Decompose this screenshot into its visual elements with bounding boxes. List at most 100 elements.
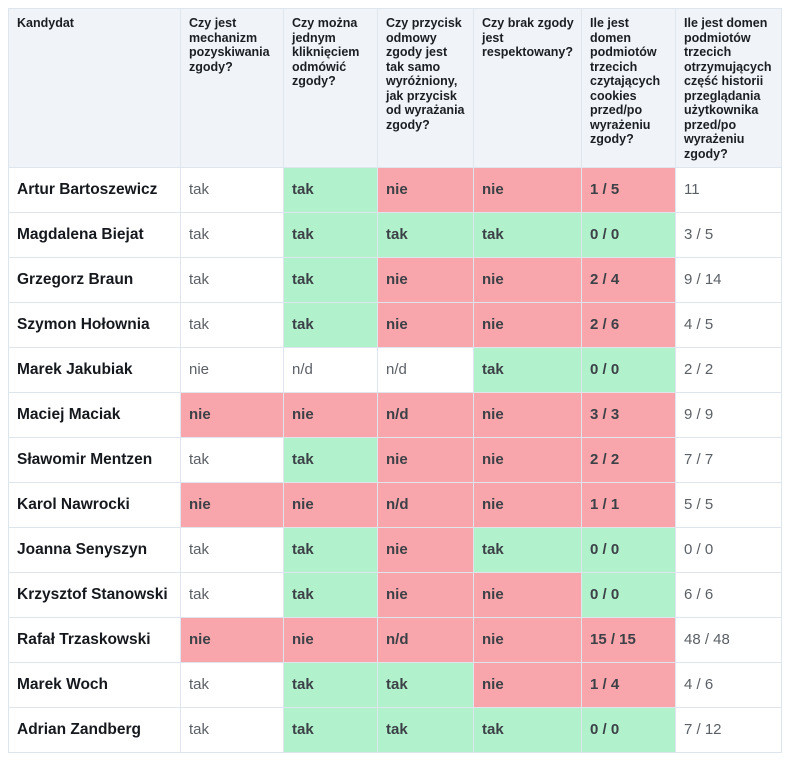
- value-cell: tak: [283, 662, 378, 708]
- value-cell: nie: [180, 617, 284, 663]
- value-cell: tak: [180, 212, 284, 258]
- value-cell: n/d: [377, 482, 474, 528]
- value-cell: tak: [283, 212, 378, 258]
- value-cell: tak: [377, 212, 474, 258]
- column-header-7: Ile jest domen podmiotów trzecich otrzym…: [675, 8, 782, 168]
- table-body: Artur Bartoszewicz tak tak nie nie 1 / 5 11 Mag…: [8, 167, 782, 753]
- value-cell: tak: [180, 257, 284, 303]
- value-cell: 4 / 6: [675, 662, 782, 708]
- value-cell: 2 / 2: [675, 347, 782, 393]
- value-cell: tak: [283, 167, 378, 213]
- value-cell: 48 / 48: [675, 617, 782, 663]
- value-cell: nie: [473, 482, 582, 528]
- value-cell: nie: [473, 302, 582, 348]
- value-cell: 4 / 5: [675, 302, 782, 348]
- value-cell: tak: [180, 437, 284, 483]
- candidate-name: Magdalena Biejat: [8, 212, 181, 258]
- column-header-5: Czy brak zgody jest respektowany?: [473, 8, 582, 168]
- value-cell: nie: [473, 572, 582, 618]
- value-cell: 11: [675, 167, 782, 213]
- value-cell: tak: [283, 302, 378, 348]
- candidate-name: Marek Jakubiak: [8, 347, 181, 393]
- header-row: Kandydat Czy jest mechanizm pozyskiwania …: [8, 8, 782, 168]
- value-cell: nie: [377, 572, 474, 618]
- value-cell: tak: [283, 707, 378, 753]
- candidate-name: Rafał Trzaskowski: [8, 617, 181, 663]
- value-cell: nie: [283, 392, 378, 438]
- value-cell: nie: [180, 347, 284, 393]
- value-cell: 5 / 5: [675, 482, 782, 528]
- candidate-name: Krzysztof Stanowski: [8, 572, 181, 618]
- value-cell: tak: [283, 527, 378, 573]
- candidate-name: Adrian Zandberg: [8, 707, 181, 753]
- value-cell: nie: [473, 167, 582, 213]
- column-header-3: Czy można jednym kliknięciem odmówić zgo…: [283, 8, 378, 168]
- value-cell: nie: [473, 392, 582, 438]
- value-cell: tak: [473, 707, 582, 753]
- value-cell: n/d: [377, 617, 474, 663]
- value-cell: 1 / 5: [581, 167, 676, 213]
- value-cell: tak: [180, 527, 284, 573]
- value-cell: 0 / 0: [581, 212, 676, 258]
- value-cell: 0 / 0: [675, 527, 782, 573]
- value-cell: n/d: [377, 392, 474, 438]
- value-cell: tak: [473, 347, 582, 393]
- value-cell: 6 / 6: [675, 572, 782, 618]
- value-cell: 0 / 0: [581, 527, 676, 573]
- table-row: Artur Bartoszewicz tak tak nie nie 1 / 5 11: [8, 167, 782, 213]
- value-cell: tak: [180, 662, 284, 708]
- candidate-name: Grzegorz Braun: [8, 257, 181, 303]
- value-cell: nie: [180, 392, 284, 438]
- value-cell: nie: [377, 302, 474, 348]
- value-cell: 2 / 2: [581, 437, 676, 483]
- value-cell: nie: [377, 257, 474, 303]
- candidate-name: Sławomir Mentzen: [8, 437, 181, 483]
- value-cell: 15 / 15: [581, 617, 676, 663]
- column-header-2: Czy jest mechanizm pozyskiwania zgody?: [180, 8, 284, 168]
- value-cell: 0 / 0: [581, 707, 676, 753]
- value-cell: nie: [283, 617, 378, 663]
- value-cell: 3 / 5: [675, 212, 782, 258]
- value-cell: nie: [473, 662, 582, 708]
- value-cell: tak: [180, 302, 284, 348]
- value-cell: tak: [473, 527, 582, 573]
- value-cell: tak: [283, 257, 378, 303]
- value-cell: 2 / 4: [581, 257, 676, 303]
- candidate-name: Maciej Maciak: [8, 392, 181, 438]
- value-cell: nie: [473, 437, 582, 483]
- value-cell: tak: [377, 707, 474, 753]
- candidate-name: Artur Bartoszewicz: [8, 167, 181, 213]
- value-cell: nie: [473, 257, 582, 303]
- consent-results-table: Kandydat Czy jest mechanizm pozyskiwania …: [8, 8, 782, 753]
- candidate-name: Joanna Senyszyn: [8, 527, 181, 573]
- candidate-name: Marek Woch: [8, 662, 181, 708]
- value-cell: 9 / 14: [675, 257, 782, 303]
- table-row: Rafał Trzaskowski nie nie n/d nie 15 / 15 48 /…: [8, 617, 782, 663]
- value-cell: n/d: [283, 347, 378, 393]
- value-cell: nie: [377, 437, 474, 483]
- value-cell: 2 / 6: [581, 302, 676, 348]
- value-cell: nie: [377, 527, 474, 573]
- value-cell: 7 / 12: [675, 707, 782, 753]
- value-cell: nie: [377, 167, 474, 213]
- value-cell: tak: [180, 572, 284, 618]
- value-cell: tak: [283, 437, 378, 483]
- value-cell: 1 / 4: [581, 662, 676, 708]
- value-cell: 7 / 7: [675, 437, 782, 483]
- column-header-1: Kandydat: [8, 8, 181, 168]
- table-header: Kandydat Czy jest mechanizm pozyskiwania …: [8, 8, 782, 168]
- value-cell: 1 / 1: [581, 482, 676, 528]
- value-cell: nie: [180, 482, 284, 528]
- value-cell: tak: [180, 707, 284, 753]
- column-header-4: Czy przycisk odmowy zgody jest tak samo …: [377, 8, 474, 168]
